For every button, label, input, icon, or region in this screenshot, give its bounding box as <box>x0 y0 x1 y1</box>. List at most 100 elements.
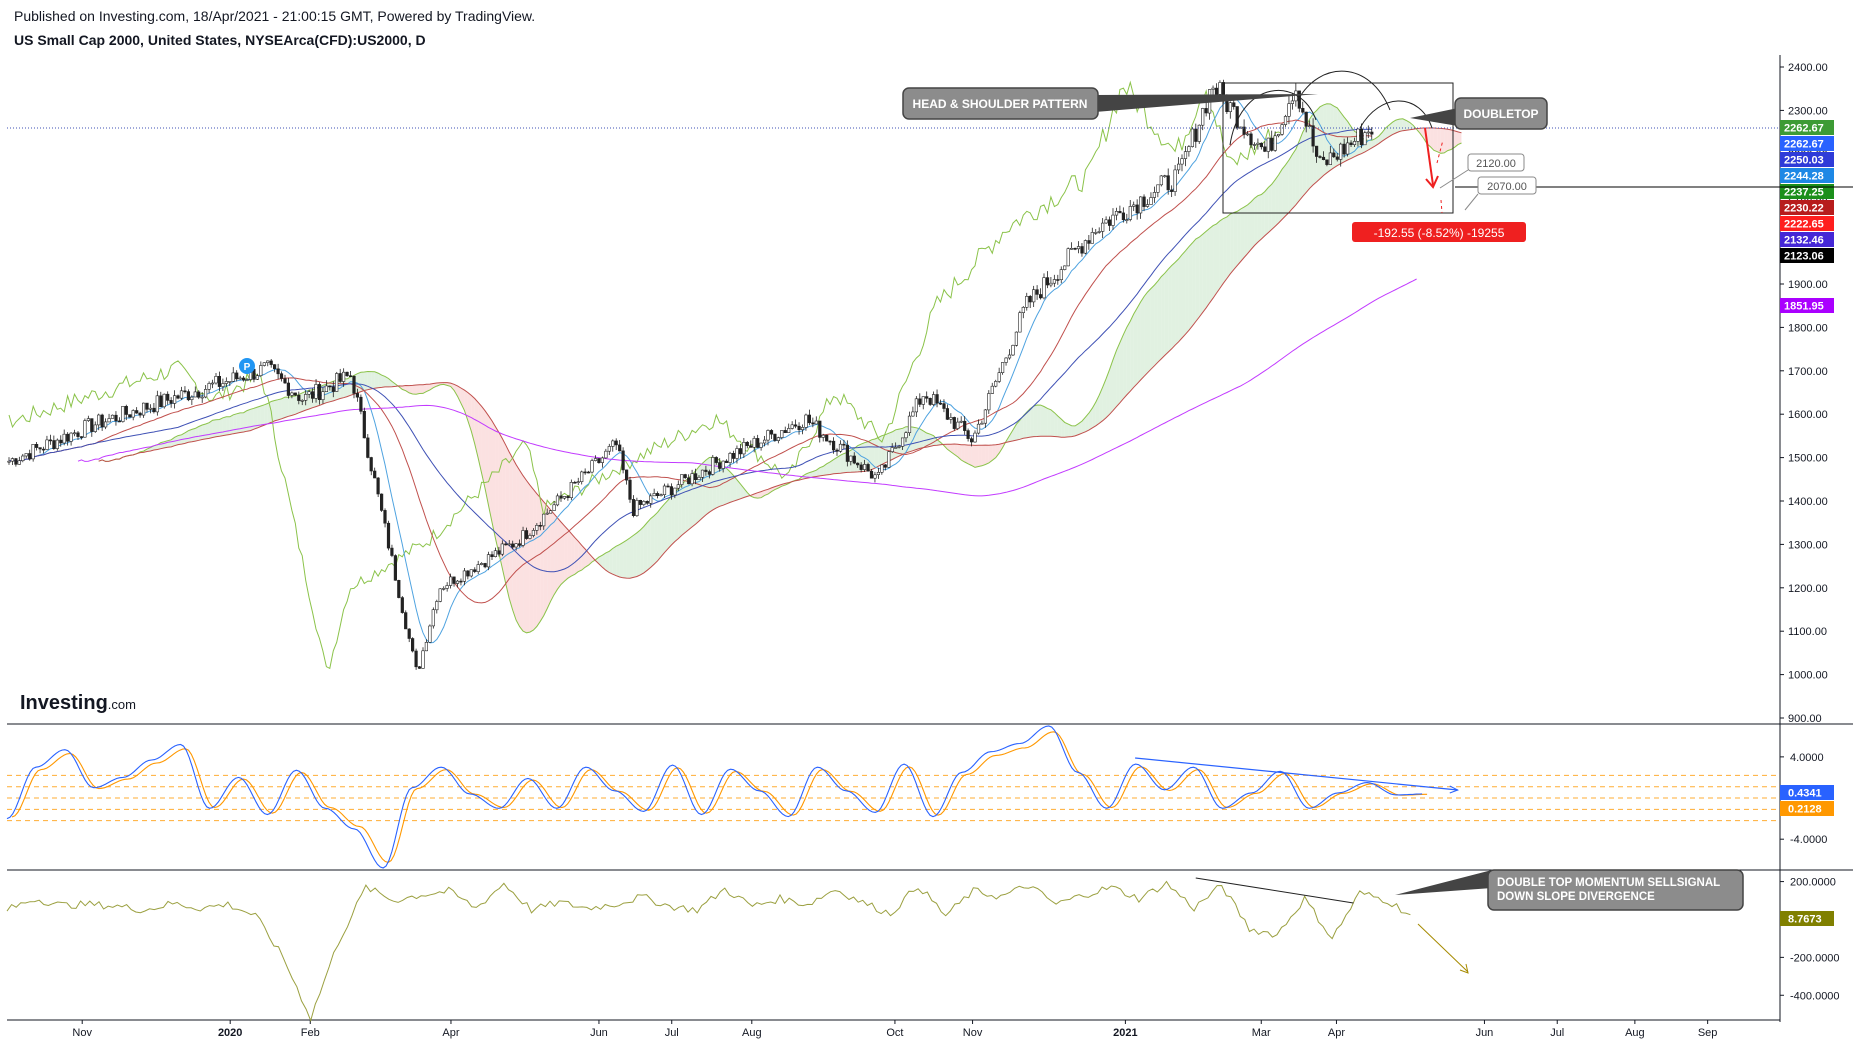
candle-body-down <box>842 443 846 446</box>
measure-box[interactable] <box>1352 222 1526 242</box>
candle <box>845 440 849 467</box>
candle <box>914 396 918 418</box>
momentum-divergence-line <box>1195 877 1354 904</box>
candle <box>1039 288 1043 300</box>
cloud-segment <box>1392 120 1396 135</box>
doubletop-callout-pointer <box>1410 108 1458 126</box>
momentum-tick-label: -400.0000 <box>1790 990 1840 1002</box>
target-2-box[interactable] <box>1477 176 1537 195</box>
cloud-segment <box>1192 239 1196 326</box>
candle-body-down <box>145 402 149 410</box>
candle-body-up <box>104 421 108 428</box>
candle-body-up <box>324 385 329 392</box>
candle-body-up <box>1366 131 1370 134</box>
cloud-segment <box>374 371 379 389</box>
candle <box>811 417 815 428</box>
candle <box>928 397 932 406</box>
candle-body-up <box>255 375 260 380</box>
price-tick-label: 1800.00 <box>1788 322 1828 334</box>
price-label-text: 2222.65 <box>1784 219 1824 231</box>
measure-label: -192.55 (-8.52%) -19255 <box>1374 226 1505 240</box>
doubletop-callout-box[interactable] <box>1454 97 1548 130</box>
target-1-box[interactable] <box>1467 153 1525 172</box>
candle-body-down <box>524 530 529 539</box>
candle <box>138 411 142 418</box>
candle-body-down <box>242 377 246 381</box>
candle <box>190 395 194 405</box>
candle-body-up <box>1066 248 1070 267</box>
candle <box>404 610 408 630</box>
candle-body-up <box>1163 175 1167 177</box>
candle <box>148 404 153 414</box>
time-tick-label: Aug <box>742 1027 762 1039</box>
cloud-segment <box>188 429 192 443</box>
cloud-segment <box>630 535 634 579</box>
candle <box>1359 123 1363 149</box>
candle-body-down <box>1170 189 1174 192</box>
candle-body-up <box>607 446 611 452</box>
candle-body-down <box>76 432 80 437</box>
candle-body-up <box>1173 169 1177 192</box>
candle <box>142 402 146 418</box>
candle-body-up <box>73 432 77 435</box>
candle-body-down <box>414 650 418 668</box>
candle-body-up <box>890 447 894 452</box>
price-label-bg <box>1780 152 1834 167</box>
candle <box>362 407 366 439</box>
candle <box>1246 131 1250 137</box>
cloud-segment <box>212 419 216 438</box>
candle-body-up <box>207 383 211 390</box>
candle <box>876 467 880 479</box>
candle <box>107 413 111 423</box>
momentum-callout-box[interactable] <box>1487 869 1744 911</box>
cloud-segment <box>454 384 458 397</box>
cloud-segment <box>623 540 627 579</box>
price-label: 1851.95 <box>1780 298 1834 313</box>
cloud-segment <box>1106 369 1110 418</box>
cloud-segment <box>961 444 965 463</box>
oscillator-panel: 4.0000 -4.0000 0.4341 0.2128 <box>6 725 1834 869</box>
candle <box>535 523 539 535</box>
candle <box>1228 101 1232 119</box>
candle <box>1104 216 1108 224</box>
candle-body-down <box>152 407 156 413</box>
cloud-segment <box>695 466 699 525</box>
candle <box>1321 151 1326 161</box>
cloud-segment <box>674 488 679 542</box>
candle-body-down <box>745 441 749 446</box>
candle <box>214 372 218 385</box>
candle <box>497 546 501 557</box>
candle-body-down <box>797 425 801 431</box>
candle-body-down <box>718 462 722 469</box>
cloud-segment <box>1389 122 1393 137</box>
cloud-segment <box>1161 273 1165 359</box>
candle-body-up <box>69 432 73 442</box>
candle-body-down <box>1028 295 1032 303</box>
cloud-segment <box>488 415 492 523</box>
candle-body-down <box>38 447 42 450</box>
candle-body-down <box>41 448 46 451</box>
cloud-segment <box>153 444 158 451</box>
candle <box>997 367 1001 384</box>
price-label-bg <box>1780 168 1834 183</box>
cloud-segment <box>229 414 234 435</box>
hs-callout-box[interactable] <box>902 87 1099 120</box>
pattern-box[interactable] <box>1222 82 1454 214</box>
candle-body-down <box>1045 277 1050 286</box>
cloud-segment <box>1133 307 1138 388</box>
cloud-segment <box>364 371 368 391</box>
candle-body-up <box>1308 125 1312 127</box>
pivot-marker[interactable] <box>239 358 255 374</box>
hs-callout-pointer <box>1095 94 1318 112</box>
cloud-segment <box>278 398 282 420</box>
candle <box>1152 186 1156 203</box>
candle <box>1325 159 1329 167</box>
price-tick-label: 1000.00 <box>1788 670 1828 682</box>
candle <box>935 389 939 408</box>
candle <box>452 576 456 587</box>
candle <box>659 493 663 497</box>
cloud-segment <box>971 445 975 468</box>
cloud-segment <box>195 426 199 442</box>
cloud-segment <box>654 512 658 565</box>
